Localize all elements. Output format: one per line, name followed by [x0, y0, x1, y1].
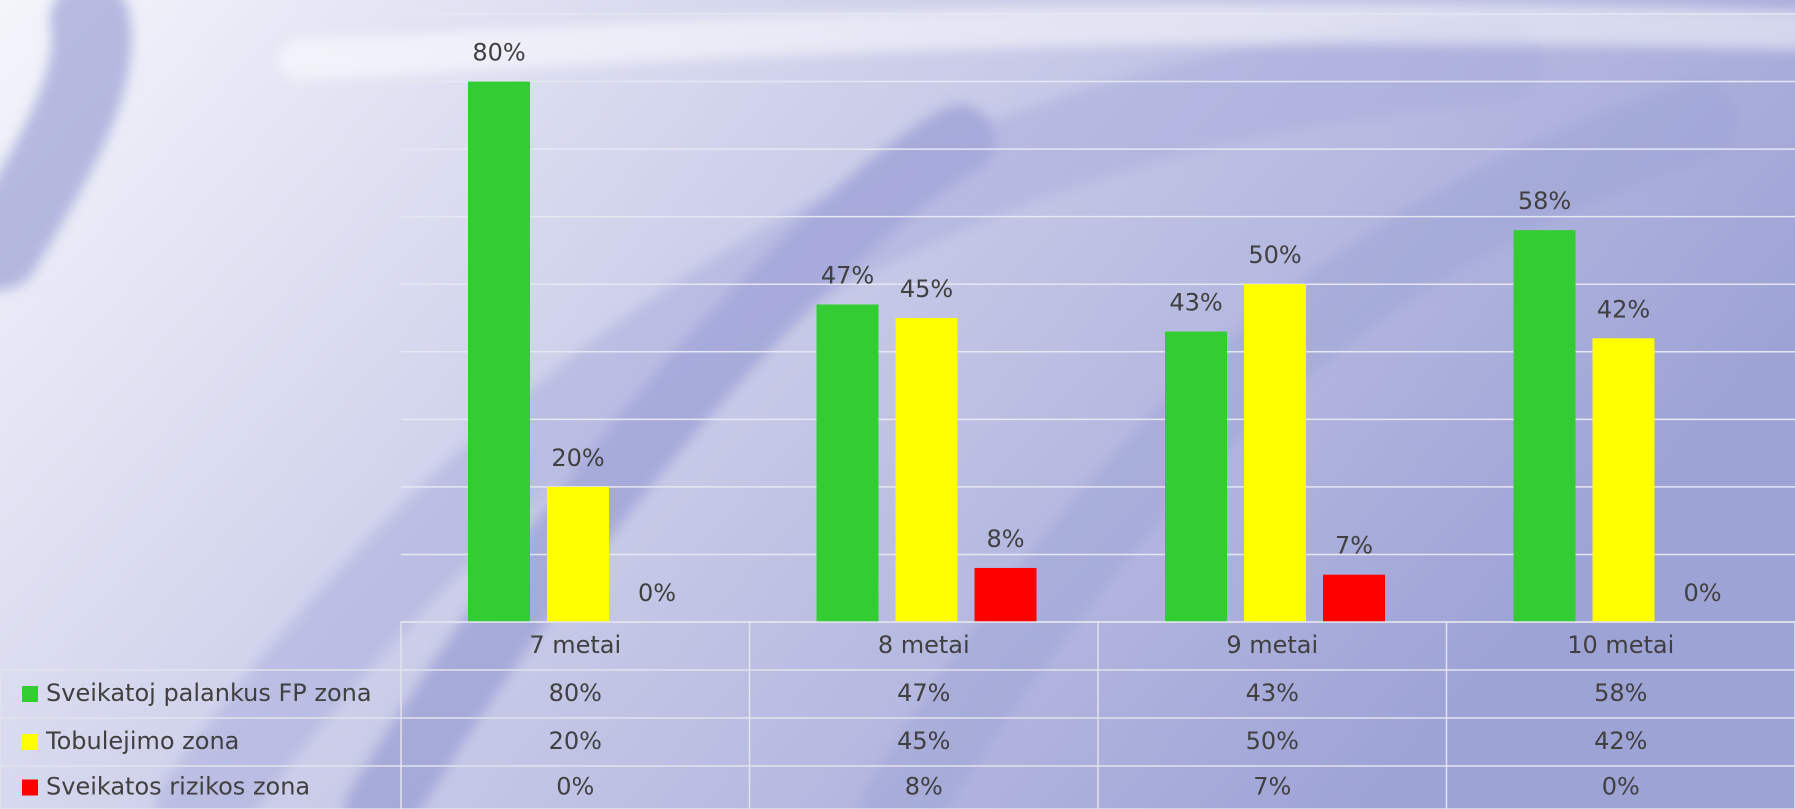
x-tick-label: 10 metai: [1567, 631, 1674, 659]
table-cell: 80%: [549, 679, 602, 707]
bar: [1513, 230, 1576, 622]
legend-swatch: [22, 686, 38, 702]
bar: [1244, 284, 1306, 622]
table-cell: 43%: [1246, 679, 1299, 707]
legend-swatch: [22, 734, 38, 750]
data-label: 47%: [821, 261, 874, 289]
table-cell: 8%: [905, 773, 943, 801]
data-label: 45%: [900, 275, 953, 303]
table-cell: 42%: [1594, 727, 1647, 755]
data-label: 58%: [1518, 187, 1571, 215]
table-cell: 58%: [1594, 679, 1647, 707]
bar: [895, 318, 958, 622]
x-tick-label: 9 metai: [1226, 631, 1318, 659]
table-cell: 45%: [897, 727, 950, 755]
bar: [974, 567, 1037, 622]
legend-swatch: [22, 779, 38, 796]
data-label: 43%: [1169, 289, 1222, 317]
x-tick-label: 8 metai: [878, 631, 970, 659]
bar: [1323, 574, 1385, 622]
legend-label: Sveikatoj palankus FP zona: [46, 679, 372, 707]
data-label: 8%: [986, 525, 1024, 553]
data-label: 80%: [472, 39, 525, 67]
data-label: 50%: [1248, 241, 1301, 269]
bar: [1592, 338, 1655, 622]
bar: [468, 81, 530, 623]
data-label: 0%: [1683, 579, 1721, 607]
table-cell: 0%: [1602, 773, 1640, 801]
bar: [547, 486, 609, 622]
table-cell: 7%: [1253, 773, 1291, 801]
legend-label: Tobulejimo zona: [45, 727, 239, 755]
table-cell: 47%: [897, 679, 950, 707]
table-cell: 50%: [1246, 727, 1299, 755]
legend-label: Sveikatos rizikos zona: [46, 773, 310, 801]
bar: [816, 304, 879, 622]
data-label: 42%: [1597, 295, 1650, 323]
x-tick-label: 7 metai: [529, 631, 621, 659]
data-label: 20%: [551, 444, 604, 472]
table-cell: 20%: [549, 727, 602, 755]
data-label: 0%: [638, 579, 676, 607]
data-label: 7%: [1335, 532, 1373, 560]
bar: [1165, 331, 1227, 622]
table-cell: 0%: [556, 773, 594, 801]
